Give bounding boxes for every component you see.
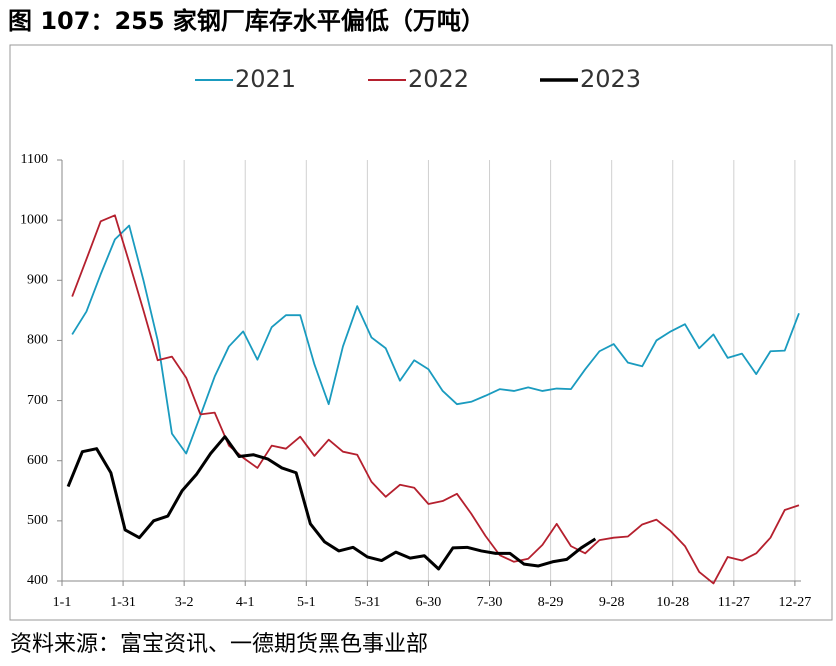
chart-title: 图 107：255 家钢厂库存水平偏低（万吨） [8, 7, 485, 35]
x-tick-label: 12-27 [779, 595, 812, 610]
x-tick-label: 7-30 [477, 595, 503, 610]
legend-label: 2022 [408, 65, 469, 93]
y-tick-label: 500 [27, 513, 48, 528]
x-tick-label: 5-31 [355, 595, 381, 610]
line-series [71, 214, 800, 585]
x-tick-label: 1-1 [53, 595, 72, 610]
x-tick-label: 4-1 [236, 595, 255, 610]
x-tick-label: 9-28 [599, 595, 625, 610]
legend-label: 2023 [580, 65, 641, 93]
y-tick-label: 1100 [21, 152, 48, 167]
x-tick-label: 1-31 [110, 595, 136, 610]
x-tick-label: 10-28 [656, 595, 689, 610]
y-tick-label: 600 [27, 453, 48, 468]
y-tick-label: 700 [27, 393, 48, 408]
y-tick-label: 800 [27, 333, 48, 348]
source-note: 资料来源：富宝资讯、一德期货黑色事业部 [10, 632, 428, 657]
y-tick-label: 900 [27, 273, 48, 288]
line-series [71, 224, 800, 455]
frame [9, 44, 833, 621]
x-tick-label: 3-2 [175, 595, 194, 610]
x-tick-label: 11-27 [718, 595, 750, 610]
x-tick-label: 5-1 [297, 595, 316, 610]
x-tick-label: 8-29 [538, 595, 564, 610]
y-tick-label: 1000 [20, 212, 48, 227]
line-series [66, 435, 597, 571]
y-tick-label: 400 [27, 573, 48, 588]
legend-label: 2021 [235, 65, 296, 93]
x-tick-label: 6-30 [416, 595, 442, 610]
